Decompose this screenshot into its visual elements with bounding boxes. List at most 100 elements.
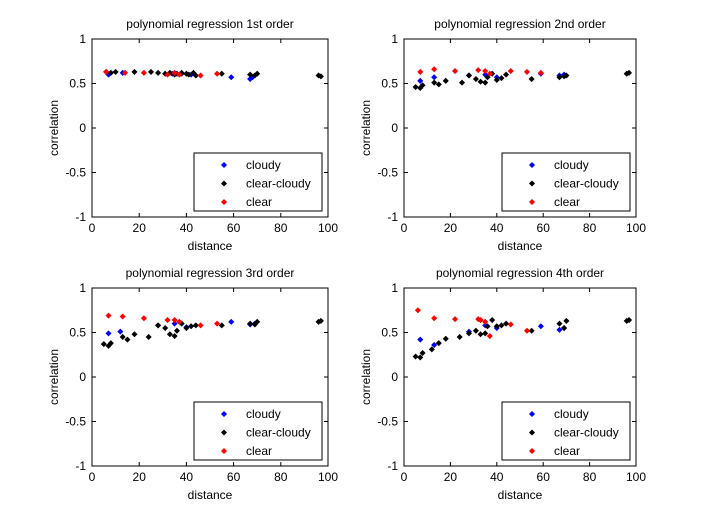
data-point-clear-cloudy xyxy=(173,327,180,334)
data-point-cloudy xyxy=(117,328,124,335)
legend-marker-clear-cloudy xyxy=(220,429,228,436)
legend-label-clear: clear xyxy=(246,444,272,458)
data-point-clear-cloudy xyxy=(465,72,472,79)
y-tick-label: -1 xyxy=(387,210,398,224)
legend-label-clear: clear xyxy=(554,444,580,458)
y-tick-label: -0.5 xyxy=(65,166,86,180)
data-point-clear-cloudy xyxy=(561,325,568,332)
x-axis-label: distance xyxy=(188,239,233,253)
x-axis-label: distance xyxy=(498,239,543,253)
data-point-clear-cloudy xyxy=(489,317,496,324)
data-point-clear-cloudy xyxy=(528,76,535,83)
x-tick-label: 80 xyxy=(583,470,597,484)
y-tick-label: 0.5 xyxy=(381,77,398,91)
data-point-clear-cloudy xyxy=(528,327,535,334)
data-point-clear xyxy=(140,69,147,76)
x-tick-label: 20 xyxy=(133,470,147,484)
legend-marker-cloudy xyxy=(528,161,536,169)
data-point-clear-cloudy xyxy=(218,322,225,329)
y-axis-label: correlation xyxy=(359,349,373,405)
subplot-1: polynomial regression 1st order 0 20 40 60 80… xyxy=(47,17,338,253)
data-point-clear-cloudy xyxy=(183,325,190,332)
data-point-clear-cloudy xyxy=(417,354,424,361)
x-tick-label: 40 xyxy=(490,470,504,484)
legend-marker-clear-cloudy xyxy=(528,429,536,436)
data-point-clear-cloudy xyxy=(147,68,155,75)
data-point-clear-cloudy xyxy=(563,72,570,79)
x-axis-label: distance xyxy=(498,488,543,502)
data-point-cloudy xyxy=(417,336,424,343)
data-point-cloudy xyxy=(105,330,112,337)
data-point-clear-cloudy xyxy=(419,82,426,89)
data-point-clear-cloudy xyxy=(626,69,633,76)
chart-title: polynomial regression 4th order xyxy=(436,266,604,280)
data-point-clear xyxy=(486,70,493,77)
data-point-clear xyxy=(507,68,514,75)
legend-label-cloudy: cloudy xyxy=(554,158,589,172)
data-point-cloudy xyxy=(171,320,178,327)
data-point-clear-cloudy xyxy=(431,79,438,86)
data-point-clear xyxy=(197,72,204,79)
y-tick-label: 1 xyxy=(79,32,86,46)
data-point-clear xyxy=(507,321,514,328)
data-point-clear xyxy=(537,69,544,76)
data-point-clear xyxy=(171,317,178,324)
data-point-clear xyxy=(482,68,489,75)
x-tick-label: 60 xyxy=(227,221,241,235)
legend-marker-cloudy xyxy=(220,410,228,418)
data-point-clear xyxy=(452,68,459,75)
data-point-clear-cloudy xyxy=(472,327,479,334)
legend-marker-clear xyxy=(220,198,228,206)
legend-label-cloudy: cloudy xyxy=(246,158,281,172)
legend: cloudy clear-cloudy clear xyxy=(501,152,631,212)
data-point-clear-cloudy xyxy=(456,333,463,340)
data-point-cloudy xyxy=(431,341,438,348)
x-tick-label: 80 xyxy=(274,221,288,235)
x-tick-label: 20 xyxy=(133,221,147,235)
data-point-cloudy xyxy=(228,74,235,81)
legend-box xyxy=(193,152,323,212)
x-tick-label: 40 xyxy=(490,221,504,235)
data-point-clear-cloudy xyxy=(484,323,491,330)
data-point-clear-cloudy xyxy=(166,331,173,338)
data-point-clear-cloudy xyxy=(166,69,173,76)
data-point-clear xyxy=(197,322,204,329)
y-tick-label: -1 xyxy=(387,459,398,473)
data-point-clear xyxy=(417,68,424,75)
x-axis-label: distance xyxy=(188,488,233,502)
legend-box xyxy=(501,152,631,212)
x-tick-label: 0 xyxy=(401,470,408,484)
data-point-clear-cloudy xyxy=(247,320,254,327)
x-tick-label: 20 xyxy=(444,221,458,235)
legend-marker-cloudy xyxy=(220,161,228,169)
data-point-clear xyxy=(523,68,530,75)
data-point-clear-cloudy xyxy=(419,349,426,356)
data-point-clear xyxy=(171,69,178,76)
y-tick-label: -0.5 xyxy=(377,166,398,180)
data-point-clear-cloudy xyxy=(503,320,510,327)
data-point-clear xyxy=(452,316,459,323)
x-tick-label: 40 xyxy=(180,470,194,484)
data-point-clear xyxy=(475,67,482,74)
data-point-clear-cloudy xyxy=(254,318,261,325)
x-tick-label: 60 xyxy=(227,470,241,484)
y-tick-label: 0 xyxy=(79,370,86,384)
data-point-clear-cloudy xyxy=(503,71,510,78)
x-tick-label: 20 xyxy=(444,470,458,484)
y-tick-label: -0.5 xyxy=(65,415,86,429)
data-point-clear-cloudy xyxy=(556,320,563,327)
y-axis-label: correlation xyxy=(359,100,373,156)
data-point-clear xyxy=(482,318,489,325)
legend: cloudy clear-cloudy clear xyxy=(193,401,323,461)
y-axis-label: correlation xyxy=(47,100,61,156)
y-tick-label: 0 xyxy=(391,370,398,384)
legend-marker-clear-cloudy xyxy=(220,180,228,187)
data-point-clear xyxy=(176,318,183,325)
x-tick-label: 60 xyxy=(537,470,551,484)
legend-box xyxy=(193,401,323,461)
legend-label-clear-cloudy: clear-cloudy xyxy=(554,177,619,191)
data-point-cloudy xyxy=(417,77,424,84)
legend-marker-cloudy xyxy=(528,410,536,418)
data-point-clear-cloudy xyxy=(482,79,489,86)
